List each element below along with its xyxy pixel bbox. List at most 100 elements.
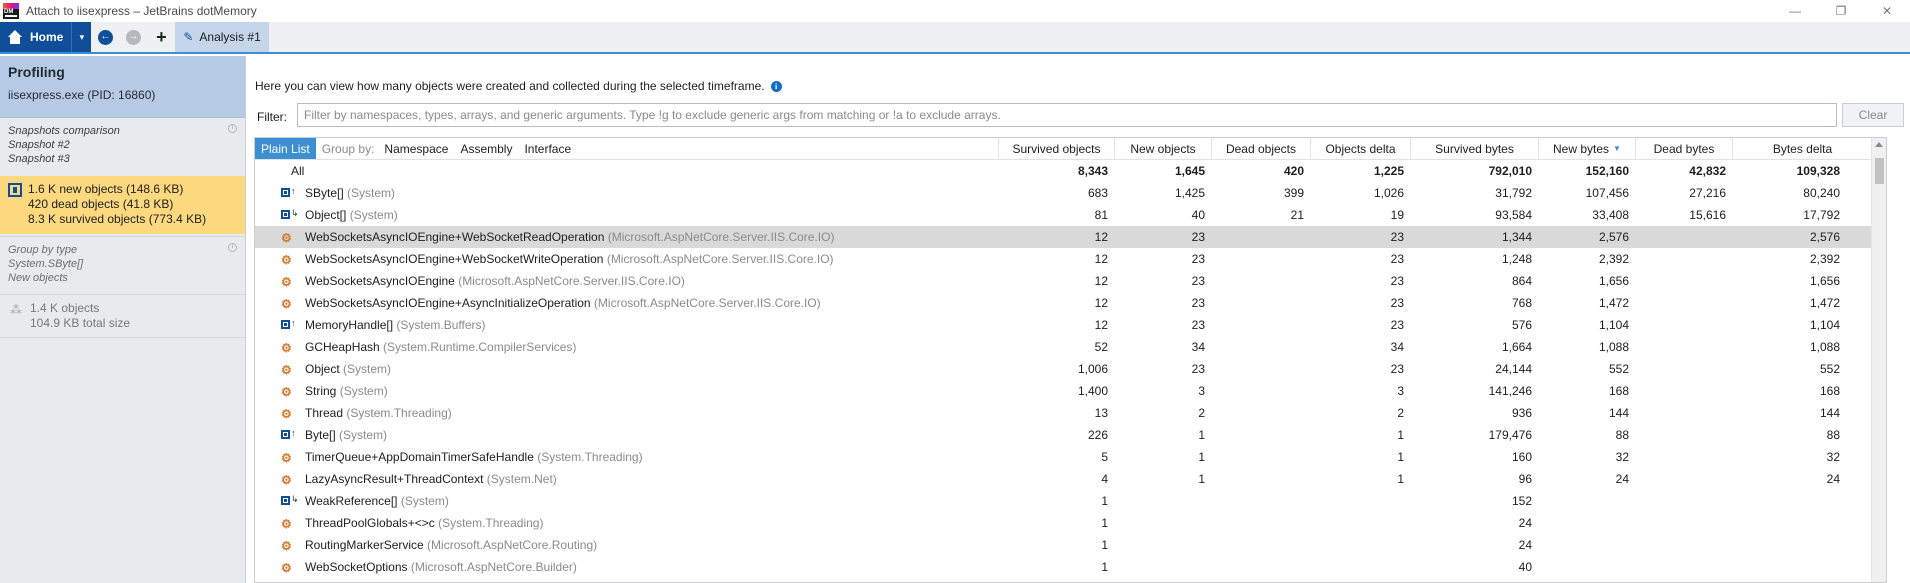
left-panel: Profiling iisexpress.exe (PID: 16860) i … [0,56,246,583]
cell-dead-objects [1200,336,1304,358]
home-dropdown-button[interactable]: ▾ [71,22,92,52]
table-row[interactable]: ⚙ WebSocketOptions (Microsoft.AspNetCore.… [255,556,1886,578]
cell-objects-delta: 23 [1390,296,1404,310]
cell-bytes-delta: 552 [1819,362,1840,376]
cell-new-objects: 23 [1191,318,1205,332]
table-row[interactable]: ⚙ String (System) 1,400 3 3 141,246 168 168 [255,380,1886,402]
cell-bytes-delta: 2,392 [1809,252,1840,266]
table-row[interactable]: ⚙ RoutingMarkerService (Microsoft.AspNetC… [255,534,1886,556]
table-row-total[interactable]: All 8,343 1,645 420 1,225 792,010 152,160 42,83… [255,160,1886,182]
cell-new-objects: 40 [1191,208,1205,222]
tab-plain-list[interactable]: Plain List [255,138,316,159]
add-analysis-button[interactable]: + [156,26,167,47]
cell-dead-bytes [1622,336,1726,358]
cell-new-objects [1101,556,1205,578]
class-array-icon: ↳ [281,208,299,221]
cell-bytes-delta [1736,556,1840,578]
close-button[interactable]: ✕ [1881,4,1893,18]
cell-dead-objects [1200,226,1304,248]
group-by-type-section[interactable]: i Group by type System.SByte[] New objec… [0,236,245,294]
cell-survived-bytes: 96 [1518,472,1532,486]
table-row[interactable]: ↳ WeakReference[] (System) 1 152 [255,490,1886,512]
objects-total-size: 104.9 KB total size [30,316,131,330]
column-survived-bytes[interactable]: Survived bytes [1410,138,1538,159]
table-row[interactable]: ⚙ WebSocketsAsyncIOEngine+WebSocketWriteO… [255,248,1886,270]
column-bytes-delta[interactable]: Bytes delta [1732,138,1872,159]
vertical-scrollbar[interactable] [1871,138,1886,582]
cell-bytes-delta: 144 [1819,406,1840,420]
type-name: Byte[] [305,428,336,442]
cell-type-name: WebSocketsAsyncIOEngine+WebSocketWriteOp… [305,248,834,270]
cell-dead-bytes [1622,490,1726,512]
objects-summary-section[interactable]: ⁂ 1.4 K objects 104.9 KB total size [0,294,245,338]
column-new-bytes[interactable]: New bytes ▼ [1538,138,1635,159]
cell-bytes-delta: 1,088 [1809,340,1840,354]
minimize-button[interactable]: — [1789,4,1801,18]
cell-dead-bytes: 27,216 [1689,186,1726,200]
cell-bytes-delta: 80,240 [1803,186,1840,200]
table-row[interactable]: ⚙ WebSocketsAsyncIOEngine+WebSocketReadOp… [255,226,1886,248]
table-row[interactable]: ↑ MemoryHandle[] (System.Buffers) 12 23 23 57… [255,314,1886,336]
cell-new-bytes: 1,472 [1598,296,1629,310]
group-filter: New objects [8,272,68,284]
cell-new-objects: 1 [1198,428,1205,442]
cell-type-name: WebSocketOptions (Microsoft.AspNetCore.B… [305,556,577,578]
snapshots-comparison-section[interactable]: i Snapshots comparison Snapshot #2 Snaps… [0,118,245,172]
cell-type-name: WeakReference[] (System) [305,490,449,512]
column-dead-bytes[interactable]: Dead bytes [1635,138,1732,159]
restore-button[interactable]: ❐ [1835,4,1847,18]
filter-input[interactable] [297,103,1837,127]
scroll-thumb[interactable] [1875,158,1884,184]
table-row[interactable]: ⚙ TimerQueue+AppDomainTimerSafeHandle (Sy… [255,446,1886,468]
column-new-objects[interactable]: New objects [1114,138,1211,159]
window-title: Attach to iisexpress – JetBrains dotMemo… [26,4,257,18]
objects-grid: Plain List Group by: Namespace Assembly … [254,137,1887,583]
cell-new-bytes: 1,088 [1598,340,1629,354]
table-row[interactable]: ⚙ ThreadPoolGlobals+<>c (System.Threading… [255,512,1886,534]
cell-survived-bytes: 936 [1511,406,1532,420]
table-row[interactable]: ⚙ Thread (System.Threading) 13 2 2 936 144 144 [255,402,1886,424]
table-row[interactable]: ↑ SByte[] (System) 683 1,425 399 1,026 31,792 1… [255,182,1886,204]
table-row[interactable]: ↳ Object[] (System) 81 40 21 19 93,584 33,408 15… [255,204,1886,226]
comparison-summary-card[interactable]: 1.6 K new objects (148.6 KB) 420 dead ob… [0,176,245,234]
column-survived-objects[interactable]: Survived objects [998,138,1114,159]
info-icon[interactable]: i [228,243,237,252]
table-row[interactable]: ⚙ WebSocketsAsyncIOEngine+AsyncInitialize… [255,292,1886,314]
tab-analysis-1[interactable]: ✎ Analysis #1 [175,22,269,52]
scroll-up-icon[interactable] [1875,142,1883,147]
column-objects-delta[interactable]: Objects delta [1310,138,1410,159]
cell-survived-objects: 1 [1101,560,1108,574]
array-icon: ↑ [281,318,296,331]
tab-interface[interactable]: Interface [524,141,572,156]
tab-namespace[interactable]: Namespace [384,141,449,156]
type-name: Object [305,362,340,376]
class-icon: ⚙ [281,451,292,465]
info-icon[interactable]: i [228,124,237,133]
cell-survived-bytes: 31,792 [1495,186,1532,200]
cell-new-objects: 23 [1191,296,1205,310]
type-name: WebSocketOptions [305,560,408,574]
home-button[interactable]: Home [0,22,72,52]
new-objects-summary: 1.6 K new objects (148.6 KB) [28,182,184,196]
type-namespace: (Microsoft.AspNetCore.Server.IIS.Core.IO… [604,230,835,244]
back-button[interactable]: ← [91,22,119,52]
profiling-section[interactable]: Profiling iisexpress.exe (PID: 16860) [0,56,245,118]
tab-assembly[interactable]: Assembly [460,141,513,156]
table-row[interactable]: ⚙ WebSocketsAsyncIOEngine (Microsoft.AspN… [255,270,1886,292]
cell-new-bytes: 33,408 [1592,208,1629,222]
type-name: Thread [305,406,344,420]
cell-objects-delta: 3 [1397,384,1404,398]
forward-button[interactable]: → [119,22,147,52]
cell-dead-objects: 21 [1290,208,1304,222]
column-dead-objects[interactable]: Dead objects [1211,138,1310,159]
cell-dead-objects [1200,248,1304,270]
table-row[interactable]: ⚙ LazyAsyncResult+ThreadContext (System.N… [255,468,1886,490]
cell-new-bytes: 552 [1608,362,1629,376]
table-row[interactable]: ⚙ Object (System) 1,006 23 23 24,144 552 552 [255,358,1886,380]
cell-survived-objects: 1,400 [1077,384,1108,398]
cell-dead-objects [1200,402,1304,424]
clear-button[interactable]: Clear [1842,103,1904,127]
info-icon[interactable]: i [770,80,782,92]
table-row[interactable]: ⚙ GCHeapHash (System.Runtime.CompilerServ… [255,336,1886,358]
table-row[interactable]: ↑ Byte[] (System) 226 1 1 179,476 88 88 [255,424,1886,446]
